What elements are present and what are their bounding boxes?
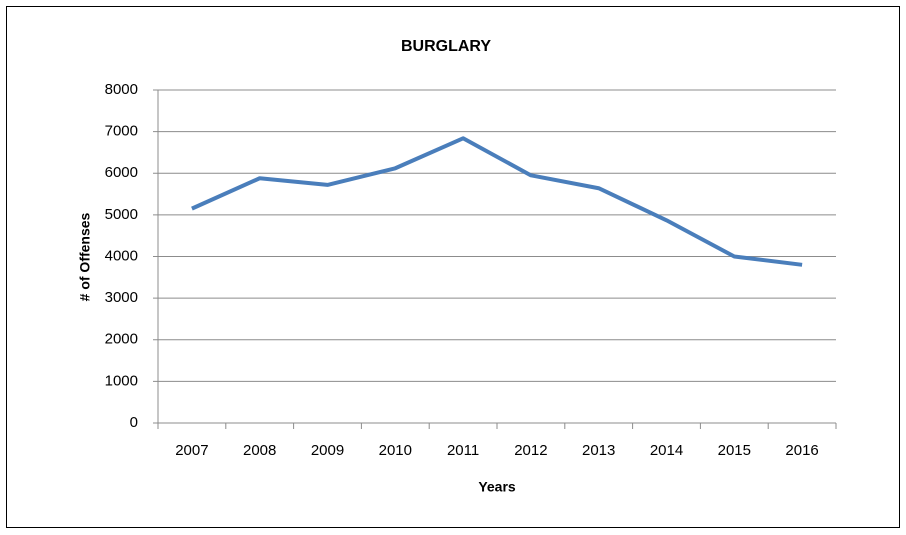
x-tick-label: 2016 xyxy=(785,442,818,459)
x-tick-label: 2014 xyxy=(650,442,683,459)
x-tick-label: 2009 xyxy=(311,442,344,459)
x-tick-label: 2012 xyxy=(514,442,547,459)
y-tick-label: 1000 xyxy=(105,372,138,389)
x-tick-label: 2011 xyxy=(447,442,479,459)
y-tick-label: 8000 xyxy=(105,81,138,98)
x-axis-label: Years xyxy=(478,479,516,495)
x-tick-label: 2007 xyxy=(175,442,208,459)
y-tick-label: 5000 xyxy=(105,206,138,223)
x-tick-label: 2010 xyxy=(379,442,412,459)
x-tick-label: 2013 xyxy=(582,442,615,459)
y-axis-label: # of Offenses xyxy=(77,212,93,301)
data-line xyxy=(191,136,803,267)
chart-border xyxy=(6,6,900,528)
y-tick-label: 2000 xyxy=(105,331,138,348)
y-tick-label: 6000 xyxy=(105,164,138,181)
y-tick-label: 0 xyxy=(130,414,138,431)
y-tick-label: 4000 xyxy=(105,247,138,264)
x-tick-label: 2015 xyxy=(718,442,751,459)
x-tick-label: 2008 xyxy=(243,442,276,459)
y-tick-label: 3000 xyxy=(105,289,138,306)
chart-title: BURGLARY xyxy=(401,38,491,55)
y-tick-label: 7000 xyxy=(105,123,138,140)
